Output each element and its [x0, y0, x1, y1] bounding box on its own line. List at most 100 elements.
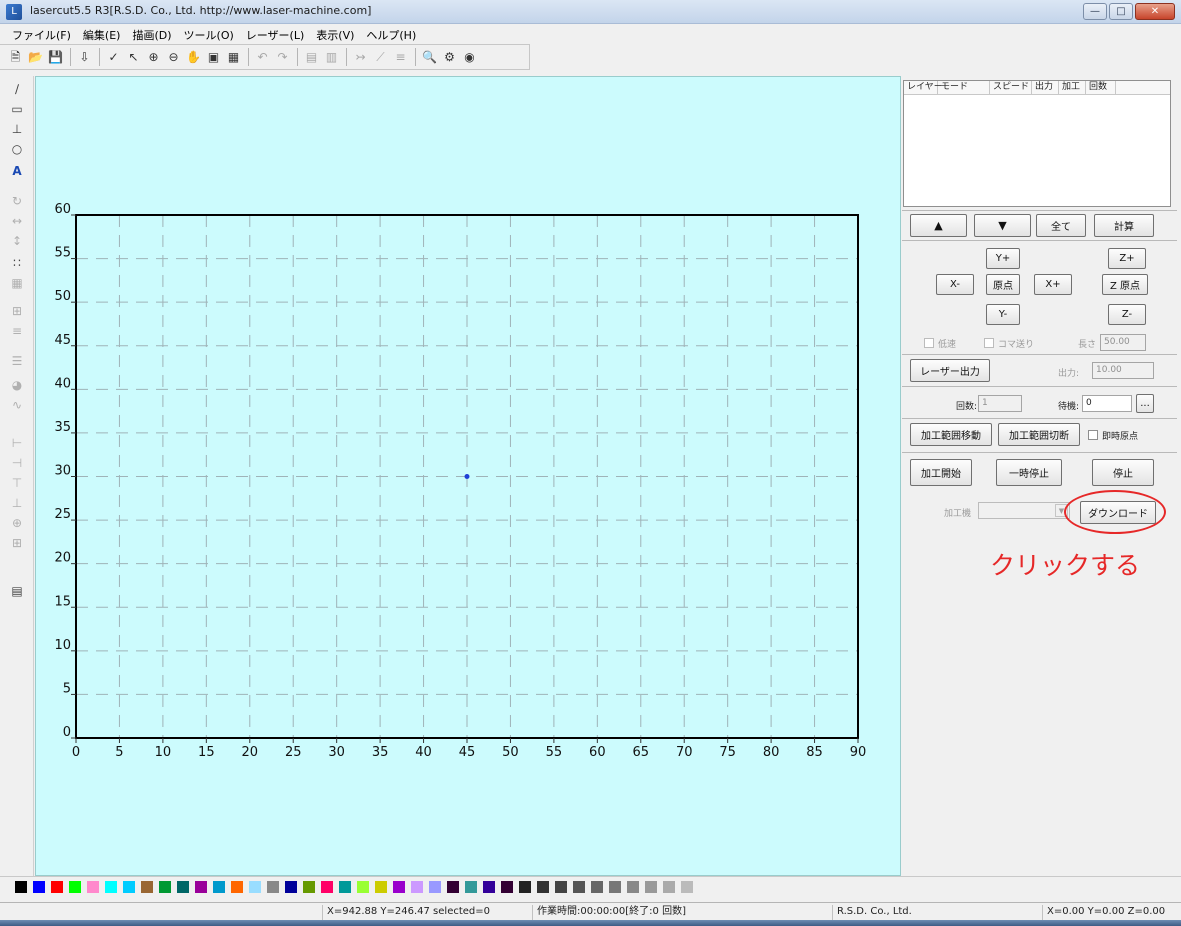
color-swatch[interactable]: [375, 881, 387, 893]
drawing-canvas[interactable]: 0 5 10 15 20 25 30 35 40 45 50 55 60 65 70 75 80 85 90 60 55…: [35, 76, 901, 876]
color-swatch[interactable]: [465, 881, 477, 893]
select-all-button[interactable]: 全て: [1036, 214, 1086, 237]
color-swatch[interactable]: [177, 881, 189, 893]
color-swatch[interactable]: [591, 881, 603, 893]
color-swatch[interactable]: [231, 881, 243, 893]
wait-browse-button[interactable]: ...: [1136, 394, 1154, 413]
ellipse-tool-icon[interactable]: ○: [11, 142, 23, 156]
laser-settings-icon[interactable]: ⚙: [444, 49, 455, 64]
color-swatch[interactable]: [339, 881, 351, 893]
preview-icon[interactable]: 🔍: [422, 49, 437, 64]
minimize-icon[interactable]: —: [1083, 3, 1107, 20]
text-tool-icon[interactable]: A: [12, 164, 22, 178]
color-swatch[interactable]: [393, 881, 405, 893]
col-speed[interactable]: スピード: [990, 81, 1032, 94]
start-processing-button[interactable]: 加工開始: [910, 459, 972, 486]
fit-view-icon[interactable]: ▣: [207, 49, 220, 64]
color-swatch[interactable]: [537, 881, 549, 893]
color-swatch[interactable]: [429, 881, 441, 893]
color-swatch[interactable]: [15, 881, 27, 893]
frame-step-checkbox[interactable]: [984, 338, 994, 348]
col-mode[interactable]: モード: [938, 81, 990, 94]
laser-output-button[interactable]: レーザー出力: [910, 359, 990, 382]
line-edit-icon[interactable]: ⟋: [376, 49, 385, 64]
color-swatch[interactable]: [681, 881, 693, 893]
menu-help[interactable]: ヘルプ(H): [366, 29, 417, 42]
color-swatch[interactable]: [33, 881, 45, 893]
align-top-tool-icon[interactable]: ⊤: [11, 476, 23, 490]
machine-select[interactable]: ▼: [978, 502, 1070, 519]
color-swatch[interactable]: [249, 881, 261, 893]
node-tool-icon[interactable]: ∷: [13, 256, 21, 270]
pause-button[interactable]: 一時停止: [996, 459, 1062, 486]
page-view-icon[interactable]: ▦: [227, 49, 240, 64]
color-swatch[interactable]: [483, 881, 495, 893]
pointer-select-icon[interactable]: ↖: [128, 49, 139, 64]
close-icon[interactable]: ✕: [1135, 3, 1175, 20]
color-swatch[interactable]: [303, 881, 315, 893]
color-swatch[interactable]: [123, 881, 135, 893]
undo-icon[interactable]: ↶: [257, 49, 268, 64]
length-field[interactable]: 50.00: [1100, 334, 1146, 351]
line-tool-icon[interactable]: ∕: [14, 82, 20, 96]
color-swatch[interactable]: [87, 881, 99, 893]
menu-laser[interactable]: レーザー(L): [245, 29, 305, 42]
mirror-h-icon[interactable]: ↔: [11, 214, 23, 228]
laser-app-icon[interactable]: L: [6, 4, 22, 20]
align-right-icon[interactable]: ▥: [325, 49, 338, 64]
distribute-tool-icon[interactable]: ≡: [11, 324, 23, 338]
y-plus-button[interactable]: Y+: [986, 248, 1020, 269]
x-minus-button[interactable]: X-: [936, 274, 974, 295]
col-count[interactable]: 回数: [1086, 81, 1116, 94]
origin-button[interactable]: 原点: [986, 274, 1020, 295]
color-swatch[interactable]: [519, 881, 531, 893]
align-bottom-tool-icon[interactable]: ⊥: [11, 496, 23, 510]
color-swatch[interactable]: [555, 881, 567, 893]
color-swatch[interactable]: [645, 881, 657, 893]
move-range-button[interactable]: 加工範囲移動: [910, 423, 992, 446]
z-origin-button[interactable]: Z 原点: [1102, 274, 1148, 295]
import-icon[interactable]: ⇩: [79, 49, 90, 64]
y-minus-button[interactable]: Y-: [986, 304, 1020, 325]
color-swatch[interactable]: [141, 881, 153, 893]
layer-table[interactable]: レイヤー モード スピード 出力 加工 回数: [903, 80, 1171, 207]
ungroup-tool-icon[interactable]: ⊞: [11, 304, 23, 318]
align-left-tool-icon[interactable]: ⊢: [11, 436, 23, 450]
col-layer[interactable]: レイヤー: [904, 81, 943, 94]
menu-edit[interactable]: 編集(E): [82, 29, 121, 42]
color-swatch[interactable]: [447, 881, 459, 893]
align-center-tool-icon[interactable]: ⊣: [11, 456, 23, 470]
cut-range-button[interactable]: 加工範囲切断: [998, 423, 1080, 446]
color-swatch[interactable]: [573, 881, 585, 893]
offset-tool-icon[interactable]: ◕: [11, 378, 23, 392]
color-swatch[interactable]: [51, 881, 63, 893]
align-left-icon[interactable]: ▤: [305, 49, 318, 64]
color-swatch[interactable]: [321, 881, 333, 893]
low-speed-checkbox[interactable]: [924, 338, 934, 348]
color-swatch[interactable]: [627, 881, 639, 893]
stop-button[interactable]: 停止: [1092, 459, 1154, 486]
array-icon[interactable]: ≡: [395, 49, 406, 64]
laser-head-icon[interactable]: ◉: [464, 49, 475, 64]
menu-tools[interactable]: ツール(O): [183, 29, 234, 42]
color-swatch[interactable]: [159, 881, 171, 893]
select-pen-icon[interactable]: ✓: [108, 49, 119, 64]
z-minus-button[interactable]: Z-: [1108, 304, 1146, 325]
curve-tool-icon[interactable]: ∿: [11, 398, 23, 412]
redo-icon[interactable]: ↷: [277, 49, 288, 64]
color-swatch[interactable]: [501, 881, 513, 893]
zoom-out-icon[interactable]: ⊖: [168, 49, 179, 64]
center-h-tool-icon[interactable]: ⊕: [11, 516, 23, 530]
center-v-tool-icon[interactable]: ⊞: [11, 536, 23, 550]
open-folder-icon[interactable]: 📂: [28, 49, 43, 64]
maximize-icon[interactable]: □: [1109, 3, 1133, 20]
color-swatch[interactable]: [411, 881, 423, 893]
x-plus-button[interactable]: X+: [1034, 274, 1072, 295]
color-swatch[interactable]: [267, 881, 279, 893]
color-swatch[interactable]: [195, 881, 207, 893]
color-swatch[interactable]: [663, 881, 675, 893]
color-swatch[interactable]: [69, 881, 81, 893]
color-swatch[interactable]: [105, 881, 117, 893]
z-plus-button[interactable]: Z+: [1108, 248, 1146, 269]
rotate-tool-icon[interactable]: ↻: [11, 194, 23, 208]
